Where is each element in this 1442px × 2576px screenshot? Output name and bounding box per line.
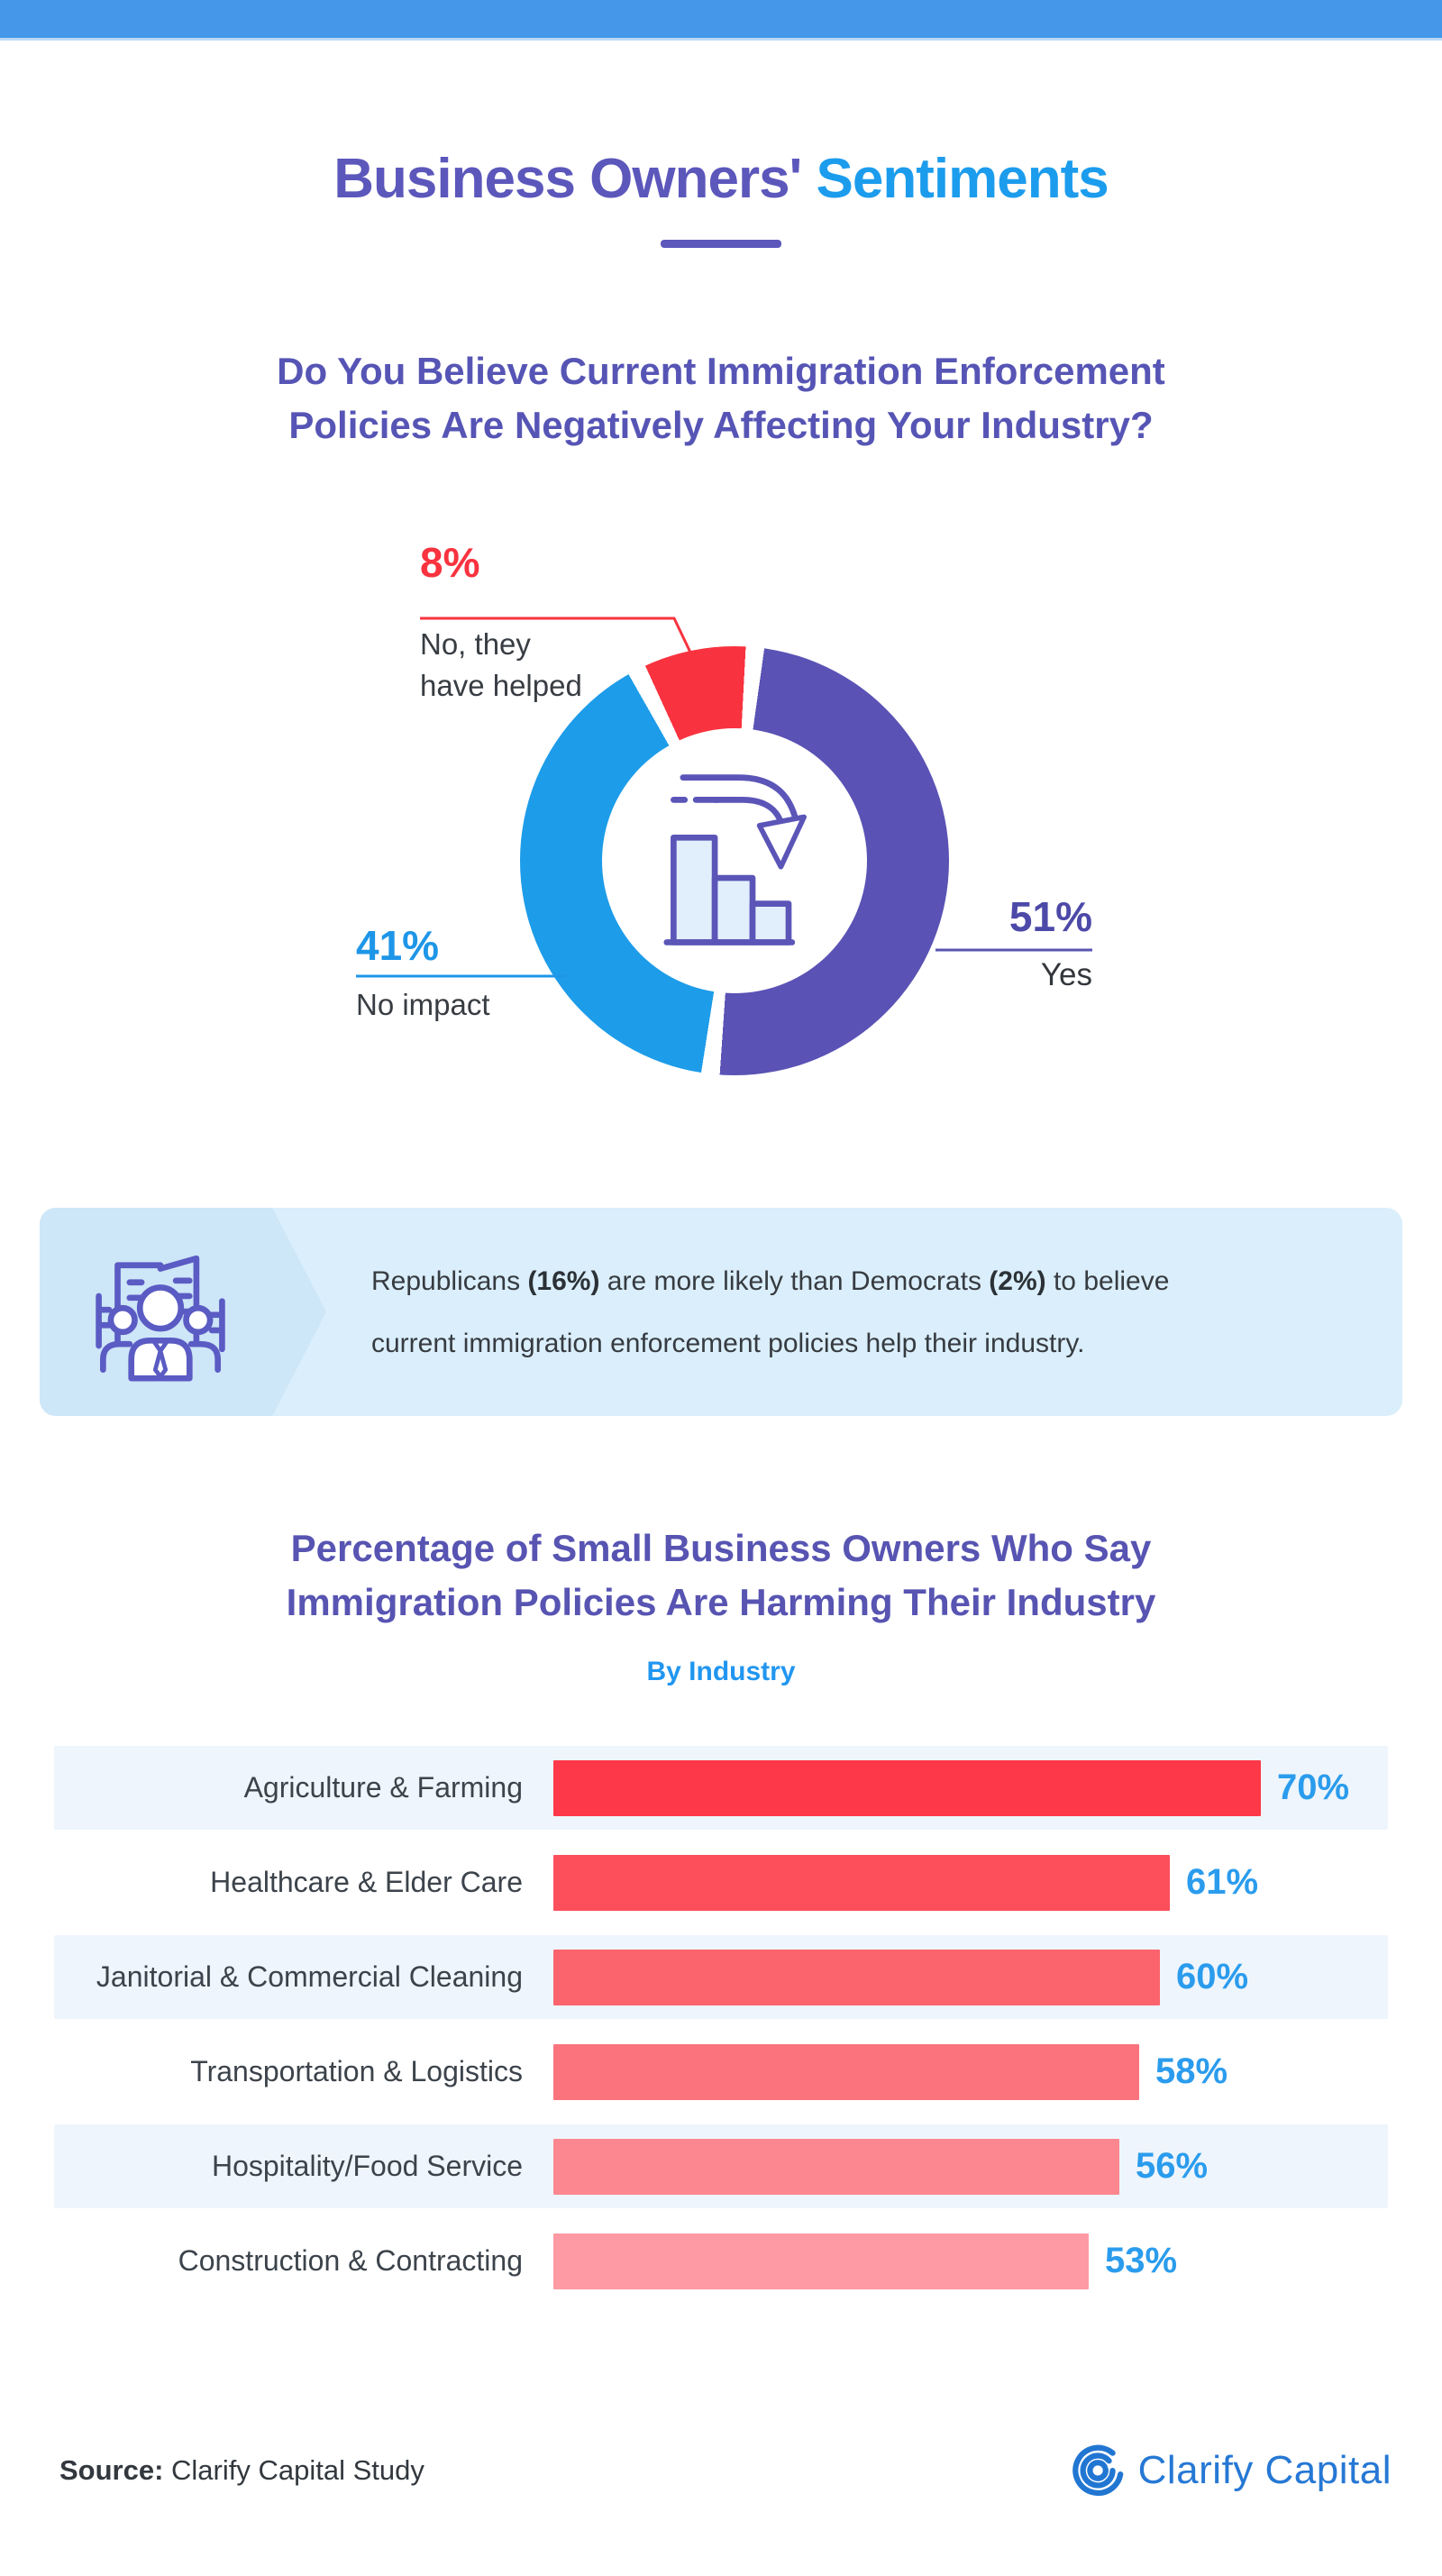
- clarify-capital-logo-icon: [1072, 2444, 1123, 2497]
- bar-value-label: 60%: [1176, 1957, 1249, 1996]
- callout-text: Republicans (16%) are more likely than D…: [371, 1250, 1372, 1375]
- top-accent-bar: [0, 0, 1442, 41]
- bar-value-label: 61%: [1186, 1862, 1259, 1902]
- bar-value-label: 53%: [1105, 2241, 1178, 2280]
- bar-chart-title: Percentage of Small Business Owners Who …: [0, 1521, 1442, 1629]
- segment-value-no-impact: 41%: [356, 922, 440, 969]
- bar-chart-title-line2: Immigration Policies Are Harming Their I…: [286, 1580, 1156, 1623]
- bar-value-label: 58%: [1155, 2051, 1228, 2091]
- bar-row: Janitorial & Commercial Cleaning 60%: [54, 1935, 1388, 2019]
- bar-value-label: 70%: [1277, 1768, 1350, 1807]
- title-underline: [661, 240, 781, 248]
- bar-row: Healthcare & Elder Care 61%: [54, 1841, 1388, 1924]
- bar-row: Agriculture & Farming 70%: [54, 1746, 1388, 1830]
- source-note: Source: Clarify Capital Study: [59, 2454, 424, 2487]
- brand-logo: Clarify Capital: [1072, 2443, 1392, 2498]
- segment-label-yes: Yes: [1040, 957, 1092, 992]
- bar-fill: [553, 1949, 1160, 2005]
- page-title-part1: Business Owners': [333, 148, 802, 210]
- declining-bar-chart-icon: [663, 774, 807, 945]
- insight-callout: Republicans (16%) are more likely than D…: [40, 1208, 1402, 1416]
- donut-chart-title-line2: Policies Are Negatively Affecting Your I…: [288, 403, 1154, 446]
- industry-bar-chart: Agriculture & Farming 70% Healthcare & E…: [54, 1746, 1388, 2314]
- segment-label-helped: No, they have helped: [420, 624, 582, 706]
- bar-fill: [553, 2233, 1089, 2289]
- segment-label-helped-line2: have helped: [420, 668, 582, 702]
- segment-value-yes: 51%: [1008, 893, 1092, 940]
- segment-label-helped-line1: No, they: [420, 627, 531, 661]
- page-title-part2: Sentiments: [816, 148, 1109, 210]
- bar-fill: [553, 2138, 1119, 2195]
- business-people-icon: [96, 1255, 225, 1382]
- bar-category-label: Hospitality/Food Service: [211, 2150, 523, 2182]
- callout-text-2: are more likely than Democrats: [599, 1265, 990, 1296]
- donut-chart-hole: [602, 728, 867, 993]
- callout-stat-democrats: (2%): [989, 1265, 1046, 1296]
- page-title: Business Owners' Sentiments: [0, 147, 1442, 211]
- bar-category-label: Agriculture & Farming: [243, 1771, 523, 1804]
- bar-category-label: Healthcare & Elder Care: [210, 1866, 523, 1898]
- bar-fill: [553, 1854, 1170, 1911]
- source-text: Clarify Capital Study: [163, 2454, 424, 2486]
- bar-chart-title-line1: Percentage of Small Business Owners Who …: [290, 1527, 1152, 1569]
- bar-category-label: Janitorial & Commercial Cleaning: [96, 1960, 523, 1993]
- callout-text-1: Republicans: [371, 1265, 528, 1296]
- bar-row: Transportation & Logistics 58%: [54, 2030, 1388, 2114]
- callout-text-line2: current immigration enforcement policies…: [371, 1328, 1085, 1358]
- donut-chart-title-line1: Do You Believe Current Immigration Enfor…: [277, 350, 1165, 392]
- bar-category-label: Transportation & Logistics: [190, 2055, 523, 2087]
- bar-chart-subtitle: By Industry: [646, 1657, 796, 1686]
- segment-value-helped: 8%: [420, 539, 480, 586]
- title-space: [801, 148, 816, 210]
- callout-text-3: to believe: [1045, 1265, 1170, 1296]
- bar-row: Construction & Contracting 53%: [54, 2219, 1388, 2303]
- footer: Source: Clarify Capital Study Clarify Ca…: [59, 2429, 1392, 2512]
- donut-chart-title: Do You Believe Current Immigration Enfor…: [0, 344, 1442, 452]
- bar-row: Hospitality/Food Service 56%: [54, 2124, 1388, 2208]
- bar-fill: [553, 1759, 1261, 1816]
- bar-category-label: Construction & Contracting: [178, 2244, 523, 2277]
- source-label: Source:: [59, 2454, 164, 2486]
- bar-fill: [553, 2043, 1139, 2100]
- segment-label-no-impact: No impact: [356, 988, 490, 1021]
- bar-value-label: 56%: [1136, 2146, 1209, 2186]
- brand-name: Clarify Capital: [1137, 2448, 1392, 2492]
- callout-stat-republicans: (16%): [527, 1265, 600, 1296]
